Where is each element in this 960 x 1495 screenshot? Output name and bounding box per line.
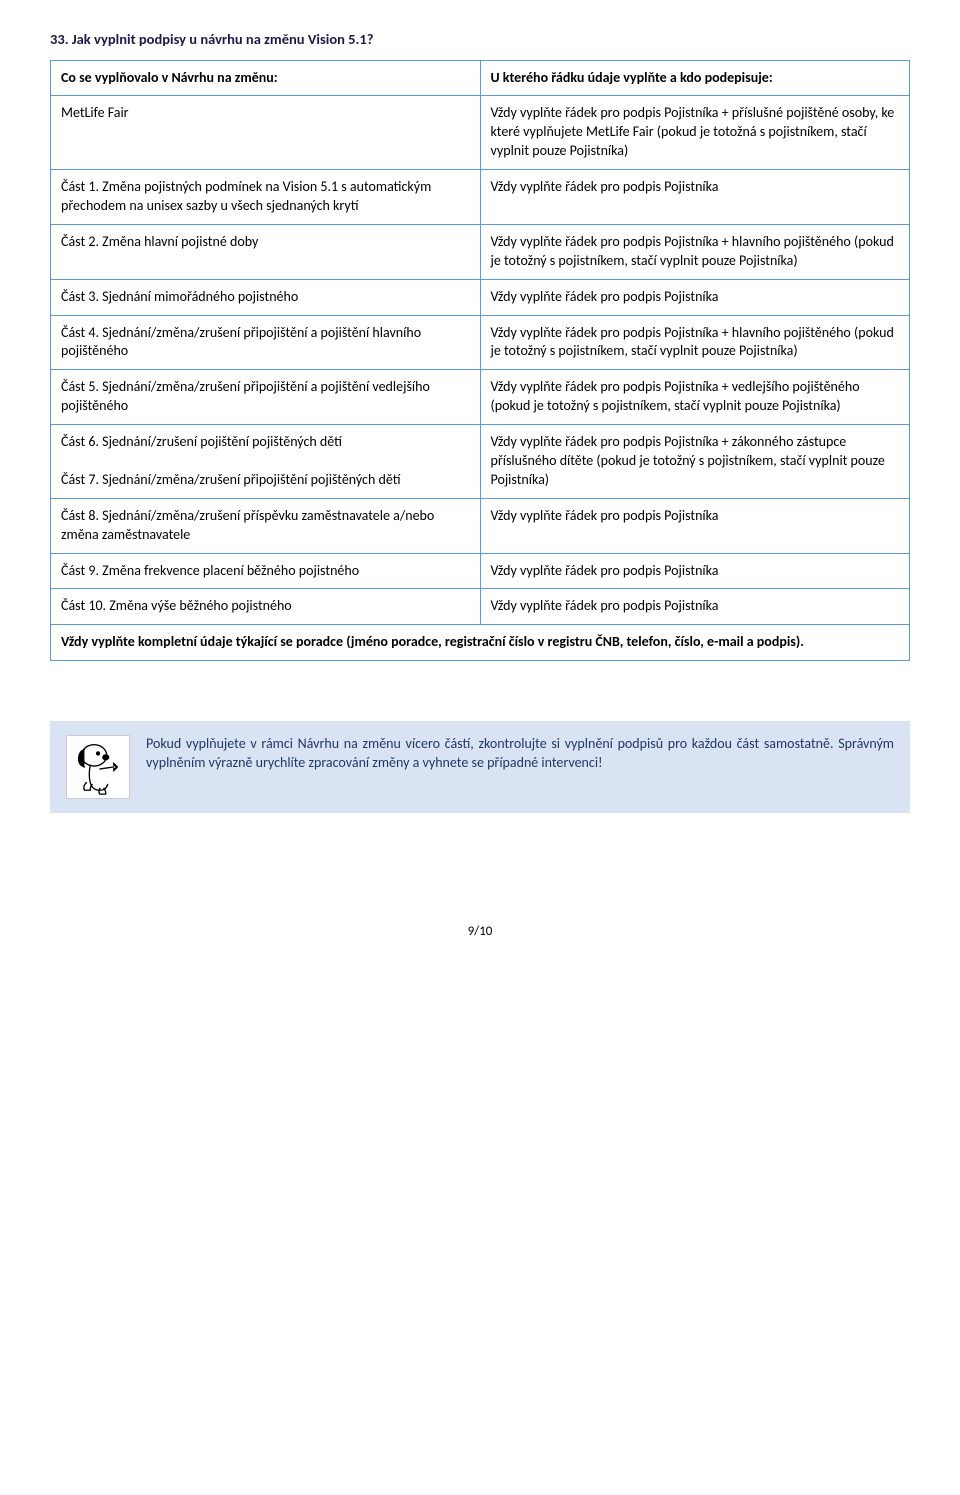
table-row: Část 10. Změna výše běžného pojistnéhoVž… — [51, 589, 910, 625]
table-cell-left: MetLife Fair — [51, 96, 481, 170]
table-cell-left: Část 8. Sjednání/změna/zrušení příspěvku… — [51, 498, 481, 553]
table-cell-left: Část 9. Změna frekvence placení běžného … — [51, 553, 481, 589]
table-cell-left: Část 10. Změna výše běžného pojistného — [51, 589, 481, 625]
section-heading: 33. Jak vyplnit podpisy u návrhu na změn… — [50, 30, 910, 50]
table-cell-left: Část 1. Změna pojistných podmínek na Vis… — [51, 170, 481, 225]
table-row: Část 5. Sjednání/změna/zrušení připojišt… — [51, 370, 910, 425]
table-row: Část 3. Sjednání mimořádného pojistnéhoV… — [51, 279, 910, 315]
table-cell-right: Vždy vyplňte řádek pro podpis Pojistníka… — [480, 370, 910, 425]
table-cell-left: Část 4. Sjednání/změna/zrušení připojišt… — [51, 315, 481, 370]
note-text: Pokud vyplňujete v rámci Návrhu na změnu… — [146, 735, 894, 773]
table-row: MetLife FairVždy vyplňte řádek pro podpi… — [51, 96, 910, 170]
table-cell-left: Část 5. Sjednání/změna/zrušení připojišt… — [51, 370, 481, 425]
note-box: Pokud vyplňujete v rámci Návrhu na změnu… — [50, 721, 910, 813]
table-row: Část 1. Změna pojistných podmínek na Vis… — [51, 170, 910, 225]
table-row: Část 8. Sjednání/změna/zrušení příspěvku… — [51, 498, 910, 553]
table-cell-right: Vždy vyplňte řádek pro podpis Pojistníka… — [480, 224, 910, 279]
table-header-right: U kterého řádku údaje vyplňte a kdo pode… — [480, 60, 910, 96]
table-cell-right: Vždy vyplňte řádek pro podpis Pojistníka — [480, 279, 910, 315]
table-row: Část 9. Změna frekvence placení běžného … — [51, 553, 910, 589]
table-cell-left: Část 2. Změna hlavní pojistné doby — [51, 224, 481, 279]
table-header-left: Co se vyplňovalo v Návrhu na změnu: — [51, 60, 481, 96]
snoopy-icon — [66, 735, 130, 799]
table-cell-left: Část 6. Sjednání/zrušení pojištění pojiš… — [51, 425, 481, 499]
table-row: Část 6. Sjednání/zrušení pojištění pojiš… — [51, 425, 910, 499]
table-footer: Vždy vyplňte kompletní údaje týkající se… — [51, 625, 910, 661]
table-cell-left: Část 3. Sjednání mimořádného pojistného — [51, 279, 481, 315]
table-cell-right: Vždy vyplňte řádek pro podpis Pojistníka — [480, 553, 910, 589]
table-row: Část 2. Změna hlavní pojistné dobyVždy v… — [51, 224, 910, 279]
table-cell-right: Vždy vyplňte řádek pro podpis Pojistníka… — [480, 425, 910, 499]
table-cell-right: Vždy vyplňte řádek pro podpis Pojistníka — [480, 498, 910, 553]
table-row: Část 4. Sjednání/změna/zrušení připojišt… — [51, 315, 910, 370]
table-cell-right: Vždy vyplňte řádek pro podpis Pojistníka… — [480, 96, 910, 170]
table-cell-right: Vždy vyplňte řádek pro podpis Pojistníka — [480, 170, 910, 225]
page-number: 9/10 — [50, 923, 910, 941]
table-cell-right: Vždy vyplňte řádek pro podpis Pojistníka… — [480, 315, 910, 370]
signature-table: Co se vyplňovalo v Návrhu na změnu: U kt… — [50, 60, 910, 662]
table-cell-right: Vždy vyplňte řádek pro podpis Pojistníka — [480, 589, 910, 625]
